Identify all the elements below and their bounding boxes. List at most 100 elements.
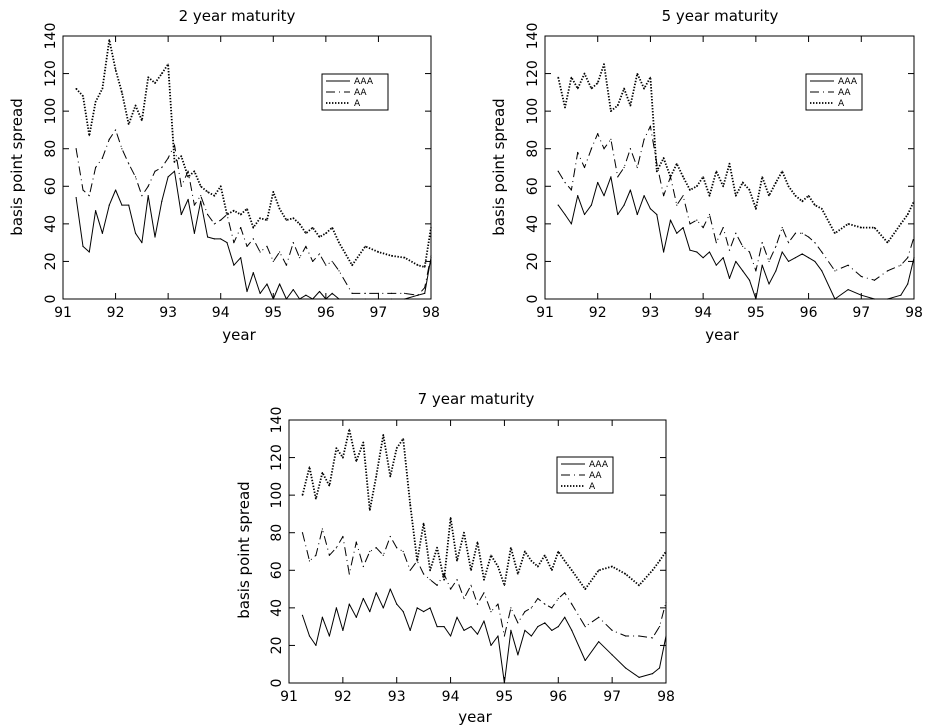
data-point-aaa [656, 213, 658, 216]
data-point-a [728, 163, 731, 165]
data-point-a [651, 569, 654, 571]
y-tick-label: 0 [525, 295, 541, 304]
data-point-aaa [483, 620, 485, 622]
data-point-aaa [715, 264, 717, 266]
data-point-aa [331, 260, 333, 263]
data-point-aaa [390, 298, 393, 300]
data-point-aa [369, 550, 371, 553]
data-point-a [429, 569, 431, 571]
data-point-aaa [213, 238, 216, 240]
x-tick-label: 98 [905, 305, 923, 321]
data-point-aa [423, 573, 425, 575]
data-point-aaa [240, 257, 242, 259]
data-point-aaa [887, 298, 889, 300]
x-tick-label: 94 [694, 305, 712, 321]
data-point-aaa [728, 277, 731, 279]
data-point-aa [708, 213, 711, 216]
series-line-aaa [75, 170, 432, 300]
data-point-aaa [696, 251, 698, 253]
y-tick-label: 140 [43, 23, 59, 50]
data-point-a [88, 134, 90, 137]
x-axis-label: year [458, 708, 492, 726]
data-point-aaa [907, 283, 909, 285]
data-point-aaa [517, 654, 519, 656]
data-point-a [315, 498, 317, 500]
y-tick-label: 60 [525, 177, 541, 195]
data-point-aaa [259, 292, 261, 294]
data-point-aa [351, 292, 353, 294]
data-point-aa [389, 535, 391, 538]
data-point-aa [75, 148, 77, 150]
data-point-a [321, 472, 323, 474]
data-point-aaa [669, 219, 672, 221]
x-tick-label: 93 [388, 689, 406, 705]
data-point-aaa [742, 270, 744, 272]
data-point-aaa [735, 260, 737, 263]
data-point-a [598, 569, 600, 571]
x-tick-label: 94 [212, 305, 230, 321]
data-point-a [610, 110, 612, 112]
data-point-aaa [325, 298, 327, 300]
x-axis-label: year [705, 326, 739, 344]
legend-label-a: A [589, 482, 596, 492]
data-point-a [676, 163, 678, 165]
data-point-aa [801, 232, 803, 234]
data-point-a [814, 204, 816, 206]
data-point-a [449, 517, 452, 519]
data-point-a [735, 195, 737, 197]
data-point-aaa [623, 204, 625, 206]
data-point-aaa [524, 629, 526, 632]
data-point-aa [544, 603, 546, 605]
legend-label-aa: AA [838, 88, 851, 98]
data-point-a [141, 119, 143, 122]
data-point-aa [292, 242, 294, 244]
data-point-aa [689, 223, 691, 225]
data-point-a [180, 155, 182, 157]
y-tick-label: 40 [269, 599, 285, 617]
data-point-a [497, 565, 499, 568]
data-point-aaa [351, 298, 353, 300]
data-point-aa [200, 195, 202, 197]
data-point-aa [362, 565, 364, 568]
data-point-aa [598, 616, 600, 618]
data-point-aaa [396, 603, 398, 605]
data-point-aaa [617, 213, 619, 216]
chart-panel-2yr: 2 year maturity 91 92 93 94 95 96 97 98 0 20 40 60 8… [8, 7, 440, 344]
x-tick-label: 96 [317, 305, 335, 321]
data-point-aaa [342, 629, 344, 632]
data-point-a [907, 213, 909, 216]
chart-title: 2 year maturity [179, 7, 296, 25]
data-point-aa [348, 573, 350, 575]
y-tick-label: 60 [43, 177, 59, 195]
data-point-aaa [449, 635, 452, 637]
data-point-aa [665, 601, 667, 603]
data-point-aaa [369, 611, 371, 613]
plot-lines [557, 63, 915, 300]
data-point-aaa [362, 597, 364, 600]
data-point-aa [88, 195, 90, 197]
data-point-aa [355, 541, 357, 543]
series-line-a [301, 428, 667, 590]
data-point-aaa [375, 592, 377, 594]
data-point-aaa [75, 196, 77, 199]
data-point-aa [463, 597, 465, 600]
data-point-aaa [301, 614, 304, 616]
data-point-a [362, 441, 364, 444]
legend-label-aaa: AAA [354, 77, 374, 87]
data-point-aa [551, 607, 553, 609]
data-point-aa [315, 554, 317, 556]
legend-label-aaa: AAA [838, 77, 858, 87]
data-point-aa [141, 195, 143, 197]
x-tick-label: 92 [107, 305, 125, 321]
data-point-aaa [88, 251, 90, 253]
y-tick-label: 20 [269, 637, 285, 655]
data-point-aaa [537, 626, 539, 628]
data-point-aaa [651, 673, 654, 675]
data-point-a [643, 88, 645, 90]
data-point-aa [656, 163, 658, 165]
data-point-aaa [663, 251, 665, 253]
axis-ticks: 91 92 93 94 95 96 97 98 0 20 40 60 80 100 120 140 [43, 23, 440, 321]
data-point-a [456, 560, 458, 562]
data-point-aaa [335, 607, 337, 609]
data-point-aaa [557, 204, 559, 206]
